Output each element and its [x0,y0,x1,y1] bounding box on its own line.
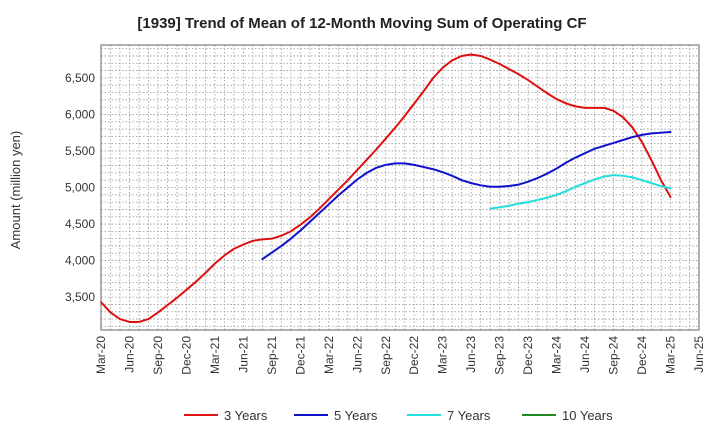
x-tick-label: Dec-20 [179,336,193,375]
x-tick-label: Mar-20 [94,336,108,374]
series-line-5-years [261,130,672,261]
series-layer [100,53,672,323]
y-tick-label: 3,500 [65,290,95,304]
x-tick-label: Mar-23 [436,336,450,374]
grid [100,45,700,330]
x-tick-labels: Mar-20 Jun-20 Sep-20 Dec-20 Mar-21 Jun-21 Sep-… [94,336,706,375]
chart-title: [1939] Trend of Mean of 12-Month Moving … [137,15,586,32]
x-tick-label: Jun-24 [578,336,592,373]
x-tick-label: Jun-21 [236,336,250,373]
series-line-3-years [100,53,672,323]
y-tick-labels: 3,500 4,000 4,500 5,000 5,500 6,000 6,500 [65,71,95,304]
x-tick-label: Mar-21 [208,336,222,374]
x-tick-label: Jun-22 [350,336,364,373]
x-tick-label: Mar-22 [322,336,336,374]
x-tick-label: Jun-20 [122,336,136,373]
x-tick-label: Dec-24 [635,336,649,375]
x-tick-label: Sep-21 [265,336,279,375]
x-tick-label: Sep-23 [493,336,507,375]
legend-label-5-years: 5 Years [334,408,378,423]
x-tick-label: Dec-22 [407,336,421,375]
legend-label-7-years: 7 Years [447,408,491,423]
x-tick-label: Sep-20 [151,336,165,375]
x-tick-label: Mar-25 [664,336,678,374]
y-tick-label: 5,000 [65,181,95,195]
legend-label-10-years: 10 Years [562,408,613,423]
plot-frame [100,44,700,331]
y-tick-label: 5,500 [65,144,95,158]
y-axis-label: Amount (million yen) [8,131,23,250]
y-tick-label: 4,000 [65,254,95,268]
y-tick-label: 4,500 [65,217,95,231]
series-line-7-years [489,174,672,210]
legend-label-3-years: 3 Years [224,408,268,423]
x-tick-label: Dec-23 [521,336,535,375]
y-tick-label: 6,500 [65,71,95,85]
y-tick-label: 6,000 [65,107,95,121]
legend: 3 Years 5 Years 7 Years 10 Years [184,408,613,423]
x-tick-label: Sep-24 [607,336,621,375]
x-tick-label: Mar-24 [550,336,564,374]
x-tick-label: Jun-23 [464,336,478,373]
x-tick-label: Sep-22 [379,336,393,375]
x-tick-label: Dec-21 [293,336,307,375]
x-tick-label: Jun-25 [692,336,706,373]
